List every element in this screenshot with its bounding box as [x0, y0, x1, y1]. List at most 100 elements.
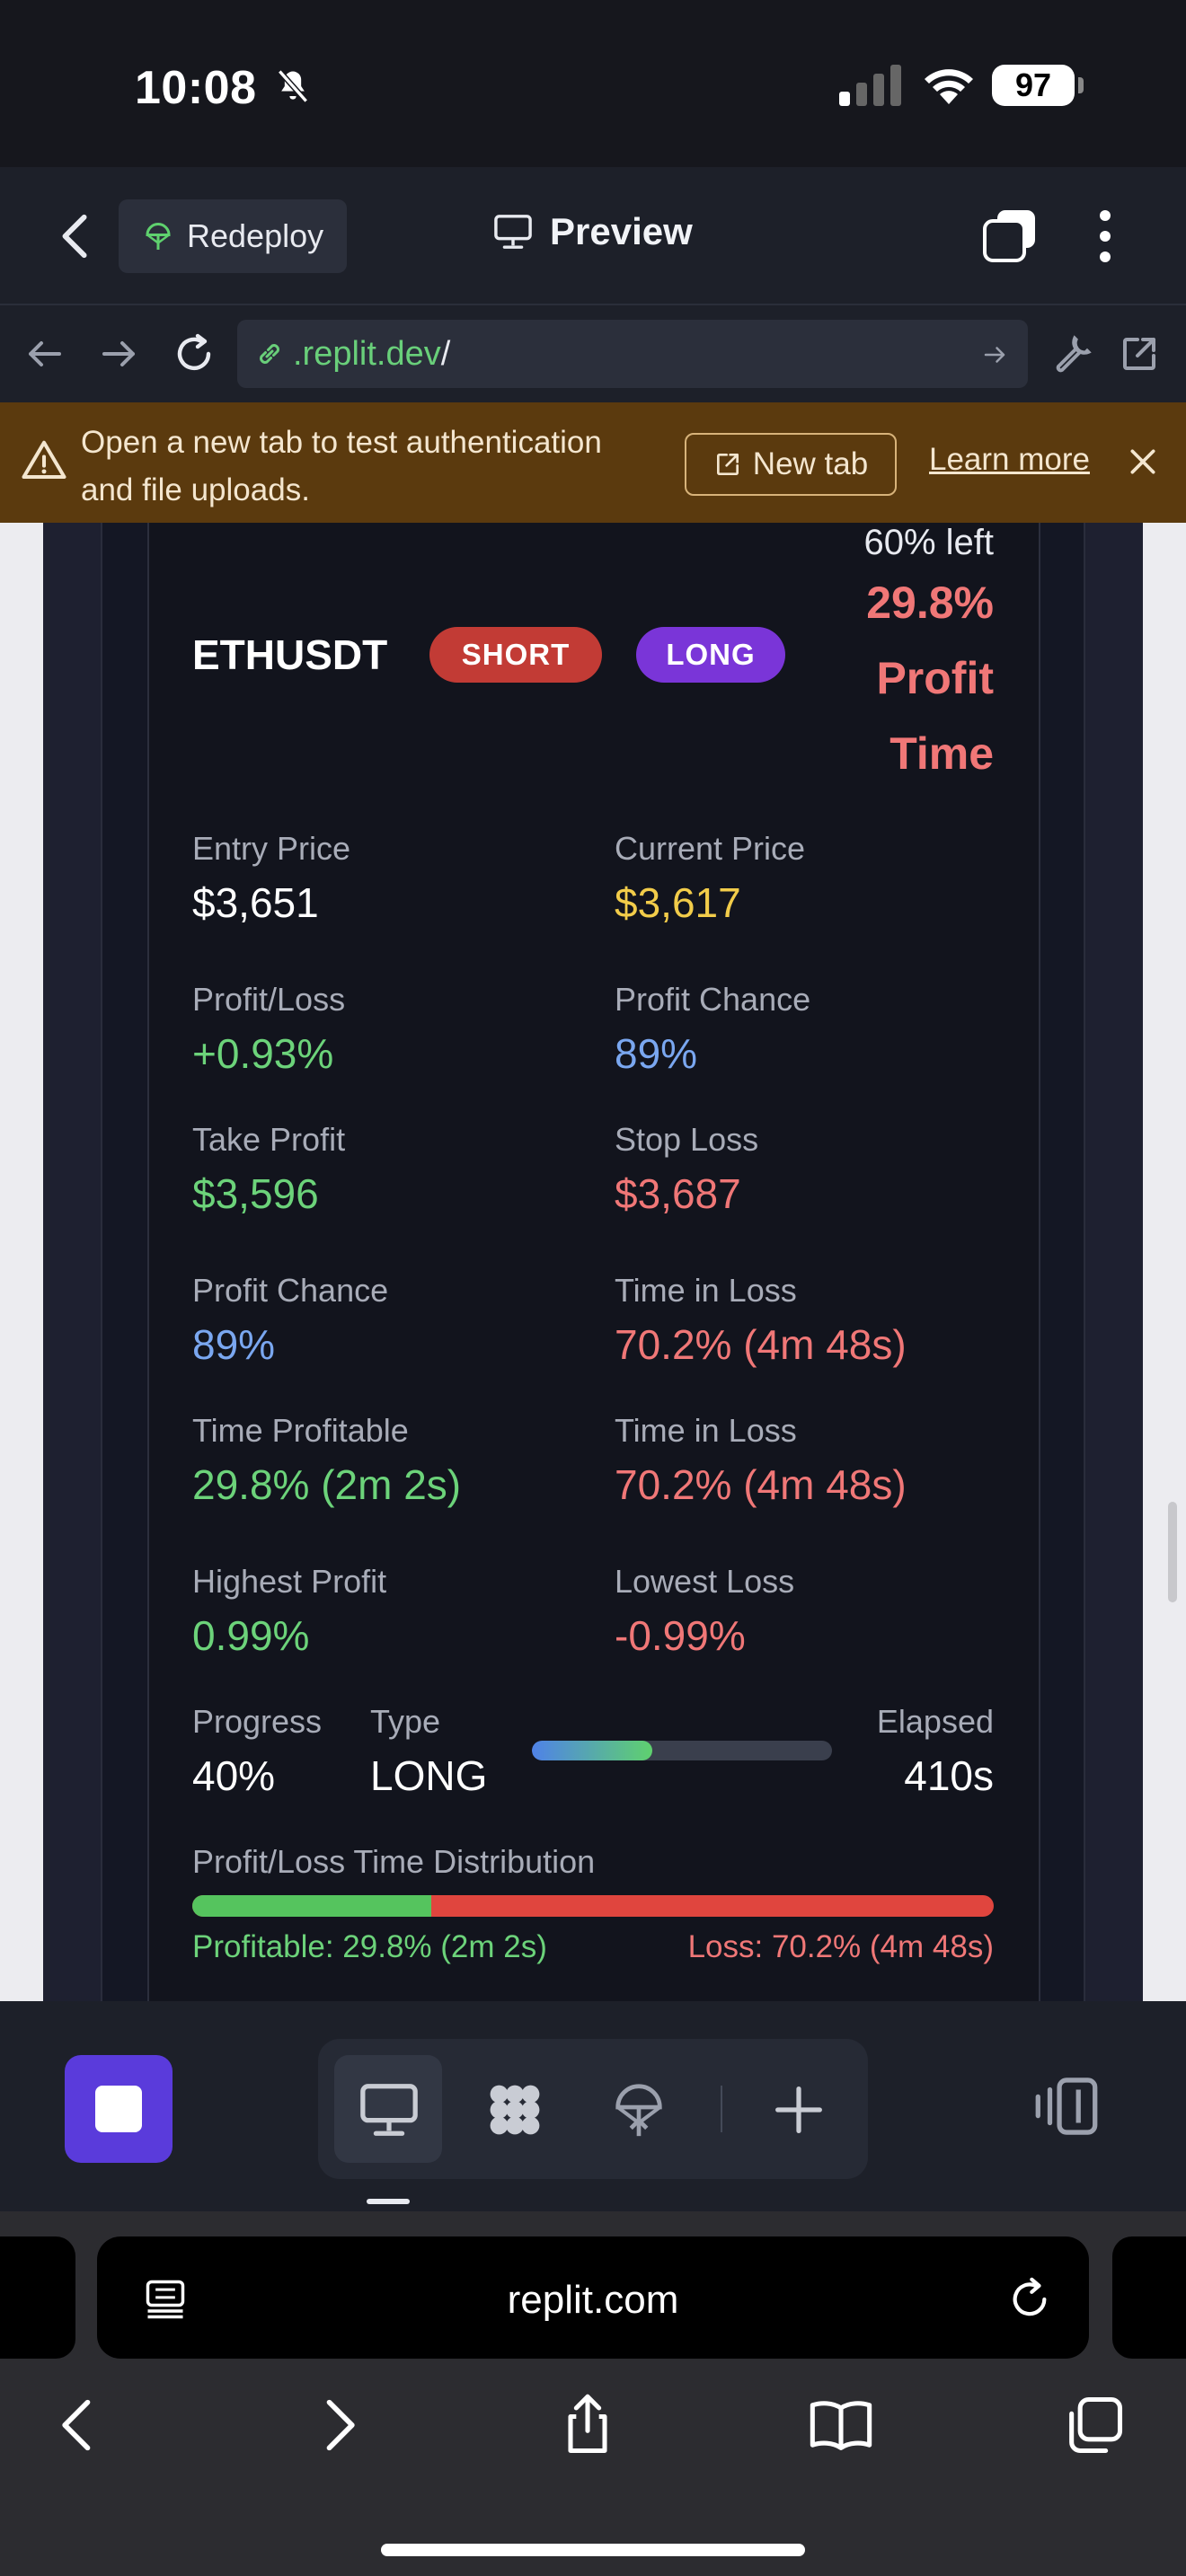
link-icon [260, 344, 279, 364]
app-header: Redeploy Preview [0, 167, 1186, 305]
stat-value: -0.99% [615, 1612, 746, 1659]
deploy-icon [146, 223, 171, 250]
external-link-icon[interactable] [1118, 332, 1161, 375]
preview-viewport[interactable]: 60% left 29.8% Profit Time ETHUSDT SHORT… [0, 523, 1186, 2001]
stat-value: $3,617 [615, 879, 741, 926]
dock-preview-tab[interactable] [334, 2055, 442, 2163]
arrow-left-icon[interactable] [23, 332, 66, 375]
wrench-icon[interactable] [1051, 332, 1094, 375]
short-badge: SHORT [429, 627, 602, 683]
banner-line-2: and file uploads. [81, 472, 310, 507]
stat-value: $3,687 [615, 1170, 741, 1217]
preview-label: Preview [550, 210, 693, 252]
distribution-profitable: Profitable: 29.8% (2m 2s) [192, 1929, 547, 1964]
forward-icon[interactable] [304, 2391, 372, 2459]
tabs-icon[interactable] [1060, 2391, 1128, 2459]
url-host: .replit.dev [293, 334, 441, 373]
tabs-icon[interactable] [981, 208, 1037, 264]
bookmarks-icon[interactable] [807, 2391, 875, 2459]
previous-tab-peek[interactable] [0, 2236, 75, 2359]
url-field[interactable]: .replit.dev/ [237, 320, 1028, 388]
close-icon[interactable] [1125, 444, 1161, 480]
chevron-left-icon[interactable] [54, 212, 97, 260]
plus-icon[interactable] [767, 2078, 830, 2141]
next-tab-peek[interactable] [1112, 2236, 1186, 2359]
stat-label: Entry Price [192, 830, 351, 867]
reload-icon[interactable] [1005, 2274, 1055, 2325]
dock-separator [721, 2086, 722, 2132]
sidebar-toggle-icon[interactable] [1033, 2075, 1100, 2138]
profit-time-percent: 29.8% [866, 578, 994, 628]
elapsed-label: Elapsed [876, 1703, 994, 1740]
profit-time-label-2: Time [890, 728, 994, 779]
safari-toolbar: replit.com [0, 2211, 1186, 2576]
tab-list-icon[interactable] [142, 2276, 189, 2323]
stat-value: 29.8% (2m 2s) [192, 1461, 462, 1508]
back-icon[interactable] [45, 2391, 113, 2459]
profit-time-label-1: Profit [876, 653, 994, 703]
stat-label: Profit Chance [192, 1272, 389, 1309]
distribution-bar [192, 1895, 994, 1917]
stat-value: 70.2% (4m 48s) [615, 1321, 907, 1368]
learn-more-link[interactable]: Learn more [929, 442, 1090, 477]
battery-icon: 97 [992, 65, 1084, 106]
banner-message: Open a new tab to test authentication an… [81, 419, 656, 514]
bell-slash-icon [278, 69, 308, 103]
cellular-signal-icon [839, 65, 901, 106]
apps-icon[interactable] [483, 2078, 546, 2141]
new-tab-label: New tab [752, 446, 869, 481]
time-left: 60% left [863, 523, 994, 562]
redeploy-button[interactable]: Redeploy [119, 199, 347, 273]
stat-label: Current Price [615, 830, 806, 867]
stat-value: +0.93% [192, 1030, 334, 1077]
new-tab-button[interactable]: New tab [685, 433, 897, 496]
url-path: / [440, 334, 451, 373]
url-text: .replit.dev/ [293, 335, 450, 374]
share-icon[interactable] [553, 2391, 622, 2459]
status-time: 10:08 [135, 62, 257, 114]
type-value: LONG [370, 1752, 488, 1799]
trade-symbol: ETHUSDT [192, 631, 388, 678]
arrow-go-icon[interactable] [981, 341, 1008, 368]
stat-label: Take Profit [192, 1121, 346, 1158]
warning-icon [22, 440, 66, 480]
reload-icon[interactable] [173, 332, 216, 375]
dock-tool-group [318, 2039, 868, 2179]
scrollbar[interactable] [1168, 1502, 1177, 1602]
elapsed-value: 410s [904, 1752, 994, 1799]
stat-label: Time in Loss [615, 1272, 797, 1309]
stat-value: 89% [192, 1321, 276, 1368]
active-tab-indicator [367, 2199, 410, 2204]
deploy-icon[interactable] [607, 2078, 670, 2141]
home-indicator [381, 2544, 805, 2556]
progress-label: Progress [192, 1703, 323, 1740]
stat-value: 89% [615, 1030, 698, 1077]
stat-label: Time Profitable [192, 1412, 409, 1449]
auth-warning-banner: Open a new tab to test authentication an… [0, 402, 1186, 523]
stop-icon [95, 2086, 142, 2132]
stat-label: Lowest Loss [615, 1563, 795, 1600]
monitor-icon [360, 2084, 418, 2136]
stat-label: Stop Loss [615, 1121, 759, 1158]
monitor-icon [494, 215, 532, 249]
stat-value: 70.2% (4m 48s) [615, 1461, 907, 1508]
arrow-right-icon[interactable] [97, 332, 140, 375]
safari-address-bar[interactable]: replit.com [97, 2236, 1089, 2359]
type-label: Type [370, 1703, 441, 1740]
distribution-profit-fill [192, 1895, 431, 1917]
wifi-icon [925, 69, 973, 104]
stop-button[interactable] [65, 2055, 173, 2163]
banner-line-1: Open a new tab to test authentication [81, 425, 602, 460]
stat-label: Profit/Loss [192, 981, 346, 1018]
stat-value: 0.99% [192, 1612, 310, 1659]
external-link-icon [716, 454, 739, 475]
more-vertical-icon[interactable] [1087, 207, 1123, 266]
distribution-loss: Loss: 70.2% (4m 48s) [687, 1929, 994, 1964]
preview-tab[interactable]: Preview [492, 210, 693, 253]
progress-value: 40% [192, 1752, 276, 1799]
progress-bar [532, 1741, 832, 1760]
stat-label: Profit Chance [615, 981, 811, 1018]
stat-label: Highest Profit [192, 1563, 387, 1600]
stat-value: $3,651 [192, 879, 319, 926]
redeploy-label: Redeploy [187, 217, 324, 254]
